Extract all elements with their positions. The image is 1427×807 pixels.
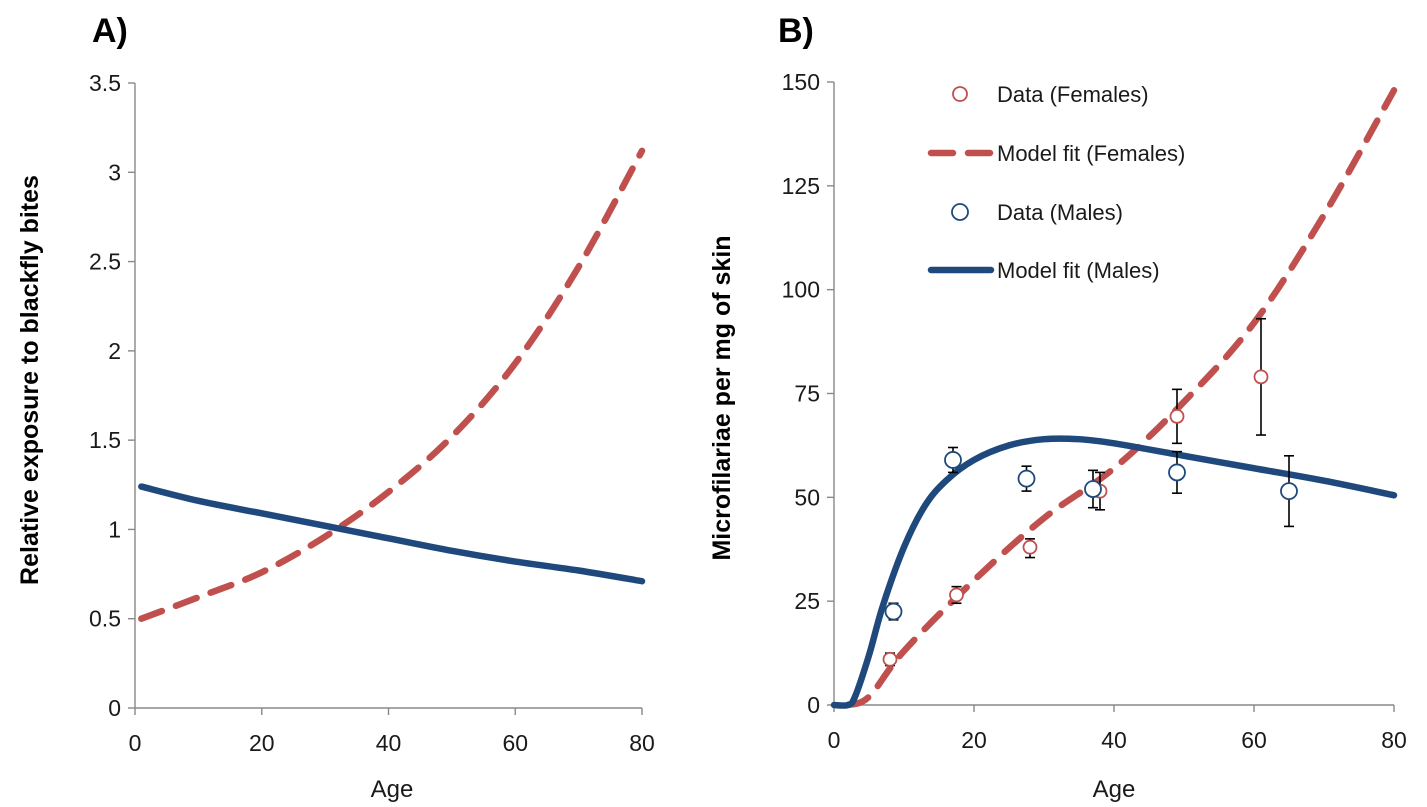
data-females-point [1253, 369, 1269, 385]
panel-b-x-tick-label: 20 [961, 727, 987, 753]
model-fit-females-line [844, 87, 1398, 709]
panel-a-y-tick-label: 3 [108, 159, 121, 185]
legend-label: Data (Males) [997, 200, 1123, 225]
panel-a-x-axis-title: Age [371, 776, 414, 803]
panel-b-y-tick-label: 150 [782, 69, 820, 95]
panel-a-label: A) [92, 12, 128, 50]
panel-a-solid-series-line [138, 483, 646, 585]
panel-a-x-tick-label: 60 [502, 730, 528, 756]
panel-b-x-tick-label: 40 [1101, 727, 1127, 753]
data-females-point [882, 651, 898, 667]
data-males-point [1168, 463, 1186, 482]
legend-label: Model fit (Males) [997, 258, 1160, 283]
panel-b-x-tick-label: 80 [1381, 727, 1407, 753]
data-males-point [1017, 469, 1036, 488]
panel-a-y-tick-label: 1 [108, 516, 121, 542]
panel-b: B) Microfilariae per mg of skin Age 0 25 5… [708, 12, 1407, 803]
panel-a-y-axis-title: Relative exposure to blackfly bites [16, 175, 44, 585]
panel-a-x-tick-label: 0 [129, 730, 142, 756]
model-fit-males-line [830, 435, 1398, 709]
panel-b-label: B) [778, 12, 814, 50]
panel-b-x-tick-label: 0 [828, 727, 841, 753]
panel-b-y-tick-label: 75 [794, 381, 820, 407]
legend-label: Data (Females) [997, 82, 1149, 107]
panel-a-x-tick-label: 40 [376, 730, 402, 756]
panel-b-legend: Data (Females) Model fit (Females) Data (M… [927, 82, 1185, 283]
panel-b-y-tick-label: 50 [794, 484, 820, 510]
panel-b-y-axis-title: Microfilariae per mg of skin [708, 235, 736, 560]
data-males-point [1084, 480, 1102, 498]
panel-a-x-tick-label: 80 [629, 730, 655, 756]
panel-a: A) Relative exposure to blackfly bites A… [16, 12, 655, 803]
data-males-point [1280, 482, 1298, 501]
panel-b-y-tick-label: 125 [782, 173, 820, 199]
panel-a-y-tick-label: 3.5 [89, 70, 121, 96]
panel-a-dashed-series-line [138, 147, 646, 622]
legend-label: Model fit (Females) [997, 141, 1185, 166]
legend-marker-data-males [951, 203, 969, 221]
panel-b-x-tick-label: 60 [1241, 727, 1267, 753]
panel-b-y-tick-label: 25 [794, 588, 820, 614]
panel-a-y-tick-label: 2.5 [89, 249, 121, 275]
data-females-point [1169, 408, 1185, 424]
data-males-point [944, 451, 962, 469]
data-females-point [949, 587, 964, 603]
panel-a-y-tick-label: 1.5 [89, 427, 121, 453]
data-males-point [884, 602, 903, 621]
legend-marker-data-females [952, 86, 968, 102]
panel-b-x-axis-title: Age [1093, 776, 1136, 803]
panel-b-y-tick-label: 100 [782, 277, 820, 303]
panel-b-y-tick-label: 0 [807, 692, 820, 718]
panel-a-x-tick-label: 20 [249, 730, 275, 756]
panel-a-y-tick-label: 0.5 [89, 606, 121, 632]
panel-a-y-tick-label: 0 [108, 695, 121, 721]
panel-a-y-tick-label: 2 [108, 338, 121, 364]
data-females-point [1022, 539, 1038, 555]
